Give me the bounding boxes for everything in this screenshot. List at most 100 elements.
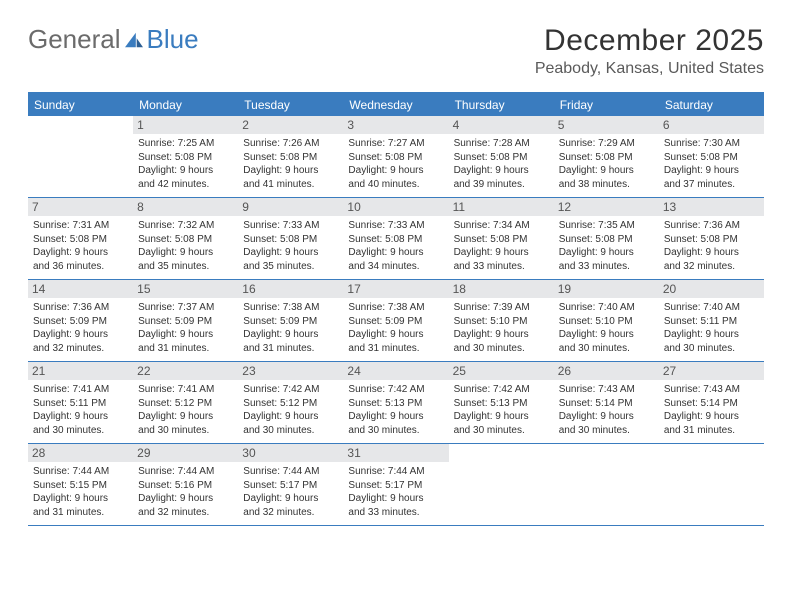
sunrise-text: Sunrise: 7:25 AM xyxy=(138,137,233,151)
sunset-text: Sunset: 5:08 PM xyxy=(559,151,654,165)
day-info: Sunrise: 7:43 AMSunset: 5:14 PMDaylight:… xyxy=(664,383,759,437)
brand-logo: General Blue xyxy=(28,24,199,55)
calendar-cell: 14Sunrise: 7:36 AMSunset: 5:09 PMDayligh… xyxy=(28,280,133,361)
daylight-text-2: and 34 minutes. xyxy=(348,260,443,274)
daylight-text-1: Daylight: 9 hours xyxy=(454,164,549,178)
sunset-text: Sunset: 5:14 PM xyxy=(559,397,654,411)
calendar-cell: 1Sunrise: 7:25 AMSunset: 5:08 PMDaylight… xyxy=(133,116,238,197)
day-number: 23 xyxy=(238,362,343,380)
sunset-text: Sunset: 5:08 PM xyxy=(454,151,549,165)
day-info: Sunrise: 7:34 AMSunset: 5:08 PMDaylight:… xyxy=(454,219,549,273)
sunset-text: Sunset: 5:08 PM xyxy=(33,233,128,247)
calendar-cell: 8 Sunrise: 7:32 AMSunset: 5:08 PMDaylight… xyxy=(133,198,238,279)
daylight-text-1: Daylight: 9 hours xyxy=(138,492,233,506)
calendar-cell: 12Sunrise: 7:35 AMSunset: 5:08 PMDayligh… xyxy=(554,198,659,279)
sunset-text: Sunset: 5:15 PM xyxy=(33,479,128,493)
daylight-text-1: Daylight: 9 hours xyxy=(138,410,233,424)
daylight-text-2: and 38 minutes. xyxy=(559,178,654,192)
sunrise-text: Sunrise: 7:33 AM xyxy=(243,219,338,233)
sunrise-text: Sunrise: 7:30 AM xyxy=(664,137,759,151)
sunrise-text: Sunrise: 7:39 AM xyxy=(454,301,549,315)
calendar-cell: 25 Sunrise: 7:42 AMSunset: 5:13 PMDayligh… xyxy=(449,362,554,443)
calendar-cell: 21Sunrise: 7:41 AMSunset: 5:11 PMDayligh… xyxy=(28,362,133,443)
daylight-text-2: and 30 minutes. xyxy=(454,424,549,438)
day-number: 4 xyxy=(449,116,554,134)
daylight-text-1: Daylight: 9 hours xyxy=(138,246,233,260)
day-number: 27 xyxy=(659,362,764,380)
sunset-text: Sunset: 5:17 PM xyxy=(243,479,338,493)
day-number: 22 xyxy=(133,362,238,380)
dayname-thu: Thursday xyxy=(449,94,554,116)
day-info: Sunrise: 7:28 AMSunset: 5:08 PMDaylight:… xyxy=(454,137,549,191)
daylight-text-1: Daylight: 9 hours xyxy=(243,492,338,506)
daylight-text-1: Daylight: 9 hours xyxy=(664,246,759,260)
calendar-cell: 29Sunrise: 7:44 AMSunset: 5:16 PMDayligh… xyxy=(133,444,238,525)
day-number: 31 xyxy=(343,444,448,462)
page-header: GeneralBlue December 2025 Peabody, Kansa… xyxy=(28,24,764,78)
daylight-text-1: Daylight: 9 hours xyxy=(559,164,654,178)
sunrise-text: Sunrise: 7:42 AM xyxy=(454,383,549,397)
daylight-text-2: and 31 minutes. xyxy=(138,342,233,356)
calendar-cell: 28Sunrise: 7:44 AMSunset: 5:15 PMDayligh… xyxy=(28,444,133,525)
sunset-text: Sunset: 5:11 PM xyxy=(33,397,128,411)
sunrise-text: Sunrise: 7:41 AM xyxy=(138,383,233,397)
calendar-cell: 4 Sunrise: 7:28 AMSunset: 5:08 PMDaylight… xyxy=(449,116,554,197)
daylight-text-2: and 30 minutes. xyxy=(348,424,443,438)
daylight-text-2: and 31 minutes. xyxy=(348,342,443,356)
brand-text-2: Blue xyxy=(147,24,199,55)
daylight-text-1: Daylight: 9 hours xyxy=(243,410,338,424)
sunset-text: Sunset: 5:08 PM xyxy=(138,151,233,165)
daylight-text-1: Daylight: 9 hours xyxy=(454,328,549,342)
sunrise-text: Sunrise: 7:34 AM xyxy=(454,219,549,233)
day-number: 24 xyxy=(343,362,448,380)
day-number: 9 xyxy=(238,198,343,216)
day-info: Sunrise: 7:35 AMSunset: 5:08 PMDaylight:… xyxy=(559,219,654,273)
day-number: 8 xyxy=(133,198,238,216)
sunrise-text: Sunrise: 7:31 AM xyxy=(33,219,128,233)
sunset-text: Sunset: 5:09 PM xyxy=(348,315,443,329)
calendar-cell: 9Sunrise: 7:33 AMSunset: 5:08 PMDaylight… xyxy=(238,198,343,279)
calendar-cell xyxy=(659,444,764,525)
calendar-cell: 17Sunrise: 7:38 AMSunset: 5:09 PMDayligh… xyxy=(343,280,448,361)
day-number: 30 xyxy=(238,444,343,462)
sunrise-text: Sunrise: 7:36 AM xyxy=(664,219,759,233)
calendar-cell: 19Sunrise: 7:40 AMSunset: 5:10 PMDayligh… xyxy=(554,280,659,361)
sunset-text: Sunset: 5:11 PM xyxy=(664,315,759,329)
sunrise-text: Sunrise: 7:35 AM xyxy=(559,219,654,233)
day-info: Sunrise: 7:31 AMSunset: 5:08 PMDaylight:… xyxy=(33,219,128,273)
day-info: Sunrise: 7:42 AMSunset: 5:13 PMDaylight:… xyxy=(454,383,549,437)
sunset-text: Sunset: 5:09 PM xyxy=(138,315,233,329)
day-info: Sunrise: 7:41 AMSunset: 5:11 PMDaylight:… xyxy=(33,383,128,437)
day-info: Sunrise: 7:44 AMSunset: 5:17 PMDaylight:… xyxy=(348,465,443,519)
daylight-text-2: and 30 minutes. xyxy=(664,342,759,356)
day-number: 10 xyxy=(343,198,448,216)
calendar-cell: 26Sunrise: 7:43 AMSunset: 5:14 PMDayligh… xyxy=(554,362,659,443)
daylight-text-2: and 32 minutes. xyxy=(33,342,128,356)
daylight-text-2: and 33 minutes. xyxy=(454,260,549,274)
day-number: 3 xyxy=(343,116,448,134)
day-number: 25 xyxy=(449,362,554,380)
daylight-text-2: and 36 minutes. xyxy=(33,260,128,274)
sunrise-text: Sunrise: 7:40 AM xyxy=(559,301,654,315)
calendar-cell: 6Sunrise: 7:30 AMSunset: 5:08 PMDaylight… xyxy=(659,116,764,197)
day-info: Sunrise: 7:32 AMSunset: 5:08 PMDaylight:… xyxy=(138,219,233,273)
calendar-cell: 7Sunrise: 7:31 AMSunset: 5:08 PMDaylight… xyxy=(28,198,133,279)
sunrise-text: Sunrise: 7:32 AM xyxy=(138,219,233,233)
calendar-week: 14Sunrise: 7:36 AMSunset: 5:09 PMDayligh… xyxy=(28,280,764,362)
daylight-text-1: Daylight: 9 hours xyxy=(243,246,338,260)
daylight-text-1: Daylight: 9 hours xyxy=(348,246,443,260)
daylight-text-1: Daylight: 9 hours xyxy=(33,492,128,506)
day-info: Sunrise: 7:41 AMSunset: 5:12 PMDaylight:… xyxy=(138,383,233,437)
day-info: Sunrise: 7:26 AMSunset: 5:08 PMDaylight:… xyxy=(243,137,338,191)
daylight-text-2: and 33 minutes. xyxy=(348,506,443,520)
sunrise-text: Sunrise: 7:44 AM xyxy=(138,465,233,479)
sunrise-text: Sunrise: 7:40 AM xyxy=(664,301,759,315)
sunrise-text: Sunrise: 7:33 AM xyxy=(348,219,443,233)
daylight-text-2: and 35 minutes. xyxy=(243,260,338,274)
calendar-cell: 23Sunrise: 7:42 AMSunset: 5:12 PMDayligh… xyxy=(238,362,343,443)
day-info: Sunrise: 7:40 AMSunset: 5:10 PMDaylight:… xyxy=(559,301,654,355)
daylight-text-1: Daylight: 9 hours xyxy=(664,328,759,342)
brand-text-1: General xyxy=(28,24,121,55)
daylight-text-2: and 31 minutes. xyxy=(33,506,128,520)
sunrise-text: Sunrise: 7:44 AM xyxy=(33,465,128,479)
